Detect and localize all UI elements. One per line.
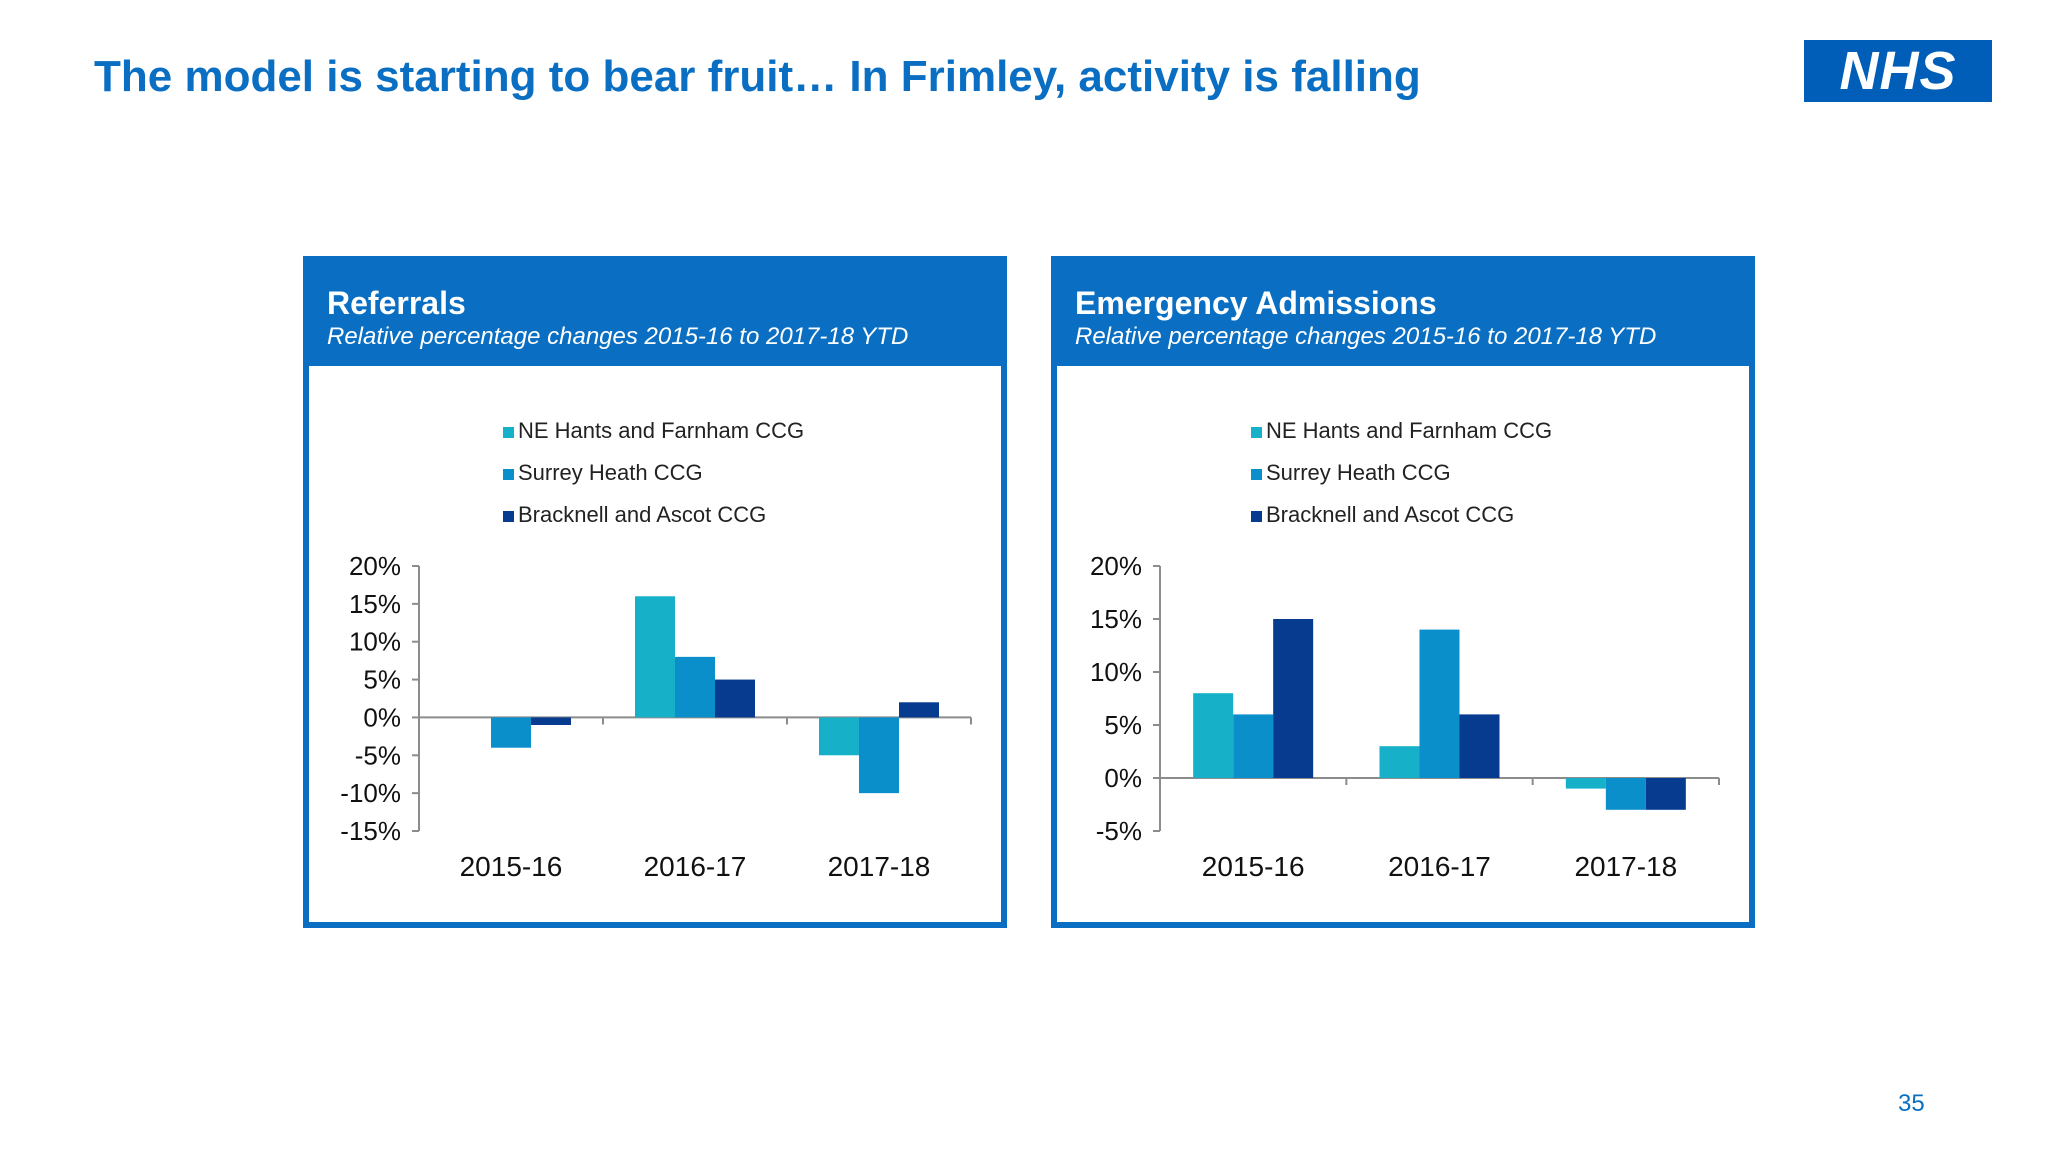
bar-2016-17-1	[675, 656, 715, 718]
y-tick-label: 5%	[363, 665, 401, 695]
bar-2016-17-2	[715, 679, 755, 718]
referrals-chart: NE Hants and Farnham CCG Surrey Heath CCG…	[340, 418, 972, 882]
bar-2016-17-2	[1459, 714, 1500, 778]
emergency-admissions-panel-subtitle: Relative percentage changes 2015-16 to 2…	[1075, 323, 1657, 350]
nhs-logo: NHS	[1804, 40, 1992, 102]
bar-2017-18-0	[1565, 778, 1606, 789]
x-category-label: 2016-17	[644, 851, 747, 882]
x-category-label: 2017-18	[1574, 851, 1677, 882]
legend-label: Bracknell and Ascot CCG	[518, 502, 766, 527]
bar-2015-16-2	[531, 717, 571, 725]
bar-2016-17-0	[635, 596, 675, 718]
legend-label: Surrey Heath CCG	[518, 460, 703, 485]
referrals-panel: Referrals Relative percentage changes 20…	[303, 256, 1007, 928]
bar-2017-18-1	[859, 717, 899, 794]
y-tick-label: -10%	[340, 778, 401, 808]
y-tick-label: -5%	[355, 740, 401, 770]
legend-label: NE Hants and Farnham CCG	[1266, 418, 1552, 443]
bar-2017-18-1	[1605, 778, 1646, 810]
legend-label: Bracknell and Ascot CCG	[1266, 502, 1514, 527]
legend-swatch	[503, 469, 514, 480]
legend-swatch	[503, 511, 514, 522]
bar-2015-16-2	[1273, 619, 1314, 778]
referrals-panel-subtitle: Relative percentage changes 2015-16 to 2…	[327, 323, 909, 350]
legend-label: NE Hants and Farnham CCG	[518, 418, 804, 443]
bar-2015-16-1	[491, 717, 531, 748]
legend-swatch	[1251, 511, 1262, 522]
bar-2015-16-1	[1233, 714, 1274, 778]
x-category-label: 2016-17	[1388, 851, 1491, 882]
y-tick-label: 5%	[1104, 710, 1142, 740]
y-tick-label: 10%	[1090, 657, 1142, 687]
referrals-panel-header: Referrals Relative percentage changes 20…	[309, 262, 1001, 366]
y-tick-label: 10%	[349, 627, 401, 657]
bar-2015-16-0	[1193, 693, 1234, 778]
y-tick-label: -15%	[340, 816, 401, 846]
bar-2017-18-0	[819, 717, 859, 756]
legend-swatch	[1251, 469, 1262, 480]
page-number: 35	[1898, 1090, 1925, 1117]
slide-title: The model is starting to bear fruit… In …	[94, 52, 1421, 101]
bar-2017-18-2	[899, 702, 939, 718]
x-category-label: 2015-16	[1202, 851, 1305, 882]
referrals-panel-title: Referrals	[327, 285, 466, 321]
y-tick-label: 20%	[1090, 551, 1142, 581]
y-tick-label: 15%	[349, 589, 401, 619]
x-category-label: 2015-16	[460, 851, 563, 882]
emergency-admissions-chart: NE Hants and Farnham CCG Surrey Heath CCG…	[1090, 418, 1720, 882]
y-tick-label: 15%	[1090, 604, 1142, 634]
y-tick-label: -5%	[1096, 816, 1142, 846]
emergency-admissions-panel: Emergency Admissions Relative percentage…	[1051, 256, 1755, 928]
y-tick-label: 0%	[1104, 763, 1142, 793]
legend-label: Surrey Heath CCG	[1266, 460, 1451, 485]
y-tick-label: 20%	[349, 551, 401, 581]
y-tick-label: 0%	[363, 702, 401, 732]
legend-swatch	[1251, 427, 1262, 438]
x-category-label: 2017-18	[828, 851, 931, 882]
bar-2016-17-1	[1419, 629, 1460, 778]
bar-2017-18-2	[1645, 778, 1686, 810]
bar-2016-17-0	[1379, 746, 1420, 778]
emergency-admissions-panel-header: Emergency Admissions Relative percentage…	[1057, 262, 1749, 366]
legend-swatch	[503, 427, 514, 438]
emergency-admissions-panel-title: Emergency Admissions	[1075, 285, 1437, 321]
